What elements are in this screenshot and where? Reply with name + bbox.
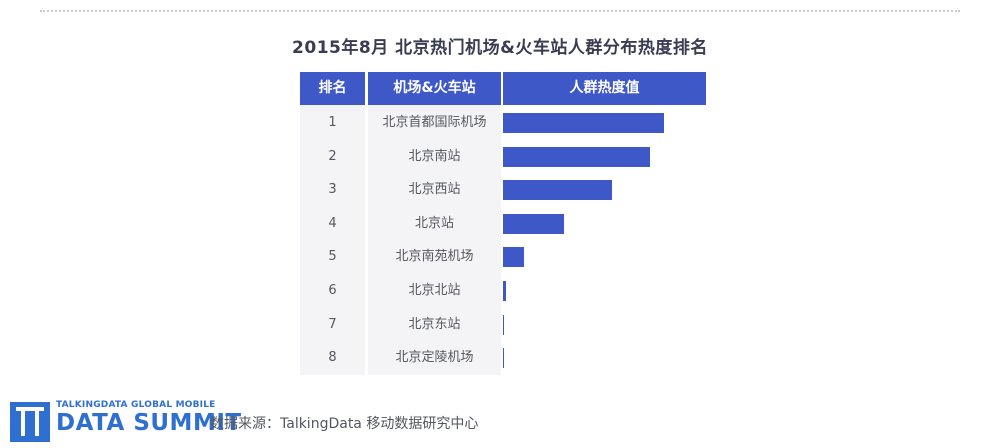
rank-label: 2 [328,148,337,164]
rank-label: 7 [328,316,337,332]
category-label: 北京南苑机场 [395,249,474,265]
bar [503,247,524,268]
bar [503,146,650,167]
rank-column-background [300,105,365,375]
rank-label: 4 [328,215,337,231]
bar [503,281,507,301]
td-logo-icon [10,402,50,442]
logo-bottom-text: DATA SUMMIT [56,410,242,436]
bar [503,113,664,133]
category-label: 北京东站 [408,316,461,332]
category-label: 北京南站 [408,148,461,164]
bar [503,314,504,335]
category-label: 北京北站 [408,283,461,298]
bar [503,348,504,369]
top-dotted-divider [40,10,960,12]
column-header-rank: 排名 [300,72,365,105]
rank-label: 6 [328,283,337,298]
rank-label: 8 [328,350,337,366]
category-label: 北京站 [414,215,454,231]
station-column-background [368,105,501,375]
column-header-station: 机场&火车站 [368,72,501,105]
bar [503,213,565,234]
rank-label: 5 [328,249,337,265]
data-source-note: 数据来源：TalkingData 移动数据研究中心 [210,416,479,432]
rank-label: 3 [328,182,337,198]
chart-title: 2015年8月 北京热门机场&火车站人群分布热度排名 [292,38,708,58]
rank-label: 1 [328,115,337,130]
column-header-heat: 人群热度值 [503,72,706,105]
category-label: 北京西站 [408,182,461,198]
category-label: 北京定陵机场 [395,350,474,366]
logo-top-text: TALKINGDATA GLOBAL MOBILE [56,400,216,410]
bar [503,180,613,201]
category-label: 北京首都国际机场 [382,115,487,130]
data-summit-logo: TALKINGDATA GLOBAL MOBILE DATA SUMMIT [10,398,241,448]
